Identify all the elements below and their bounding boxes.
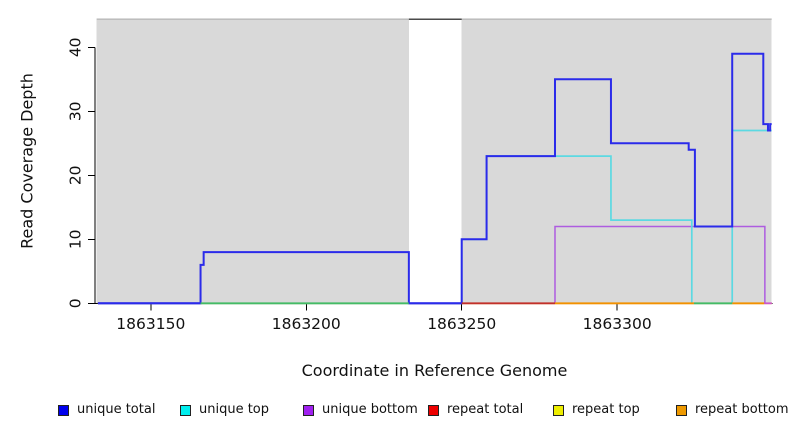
legend-swatch-icon: [553, 404, 564, 416]
legend-label: unique bottom: [322, 402, 418, 417]
legend-label: repeat total: [447, 402, 524, 417]
plot-background: [96, 18, 772, 304]
legend-item-unique-top: unique top: [180, 401, 269, 419]
y-tick-label: 20: [66, 165, 84, 185]
series-unique-total: [97, 52, 772, 305]
legend-swatch-icon: [676, 404, 687, 416]
chart-legend: unique total unique top unique bottom repea…: [0, 401, 792, 419]
x-tick-label: 1863150: [116, 315, 185, 333]
x-tick-label: 1863200: [272, 315, 341, 333]
y-tick-label: 30: [66, 101, 84, 121]
legend-label: repeat top: [572, 402, 640, 417]
legend-swatch-icon: [303, 404, 314, 416]
legend-swatch-icon: [180, 404, 191, 416]
y-axis-title-text: Read Coverage Depth: [17, 73, 37, 249]
legend-label: unique total: [77, 402, 156, 417]
legend-item-repeat-total: repeat total: [428, 401, 523, 419]
legend-item-repeat-bottom: repeat bottom: [676, 401, 789, 419]
x-tick-label: 1863300: [583, 315, 652, 333]
legend-item-unique-bottom: unique bottom: [303, 401, 418, 419]
tick-labels: 1863150 1863200 1863250 1863300 0 10 20 30 40: [66, 37, 651, 333]
legend-label: repeat bottom: [695, 402, 789, 417]
y-tick-label: 0: [66, 298, 84, 308]
y-tick-label: 10: [66, 229, 84, 249]
legend-item-unique-total: unique total: [58, 401, 155, 419]
legend-item-repeat-top: repeat top: [553, 401, 640, 419]
legend-swatch-icon: [428, 404, 439, 416]
legend-swatch-icon: [58, 404, 69, 416]
legend-label: unique top: [199, 402, 270, 417]
x-tick-label: 1863250: [427, 315, 496, 333]
y-tick-label: 40: [66, 37, 84, 57]
x-axis-title: Coordinate in Reference Genome: [301, 361, 568, 380]
